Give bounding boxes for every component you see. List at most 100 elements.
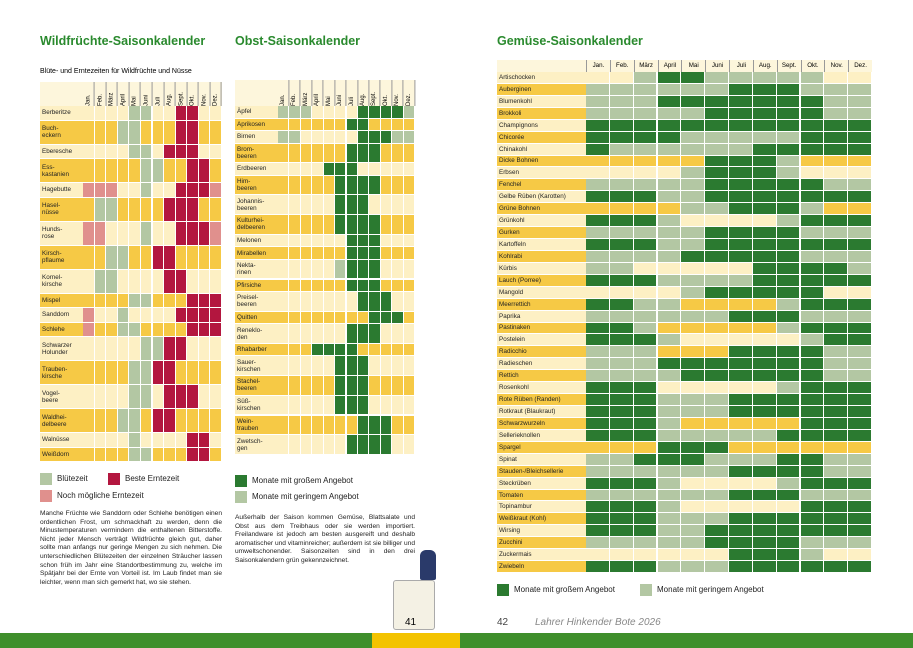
month-cell — [129, 385, 141, 409]
month-cell — [152, 269, 165, 294]
title: Wildfrüchte-Saisonkalender — [40, 34, 206, 48]
month-cell — [106, 159, 118, 183]
month-cell — [357, 343, 370, 357]
month-cell — [800, 131, 825, 144]
month-cell — [335, 247, 347, 260]
month-cell — [346, 143, 358, 164]
month-cell — [752, 406, 777, 418]
month-cell — [289, 343, 301, 357]
month-cell — [586, 95, 610, 108]
month-cell — [392, 143, 404, 164]
month-cell — [681, 131, 706, 144]
month-cell — [657, 382, 682, 395]
month-cell — [800, 179, 825, 192]
month-cell — [681, 358, 706, 371]
row-label: Süß- kirschen — [235, 395, 278, 416]
month-cell — [681, 501, 706, 514]
month-cell — [824, 72, 849, 84]
month-cell — [586, 227, 610, 239]
row-label: Him- beeren — [235, 175, 278, 196]
month-cell — [278, 175, 290, 196]
month-cell — [633, 465, 658, 478]
month-cell — [164, 245, 176, 270]
month-cell — [380, 395, 393, 416]
month-cell — [609, 322, 634, 335]
month-cell — [117, 269, 130, 294]
month-cell — [848, 322, 872, 335]
month-cell — [210, 361, 222, 385]
month-cell — [681, 370, 706, 383]
month-cell — [369, 395, 381, 416]
month-cell — [403, 175, 415, 196]
month-cell — [164, 433, 176, 448]
month-cell — [380, 356, 393, 377]
month-cell — [278, 356, 290, 377]
month-cell — [729, 322, 753, 335]
month-cell — [657, 203, 682, 216]
row-label: Auberginen — [497, 83, 586, 96]
month-cell — [586, 83, 610, 96]
month-cell — [633, 501, 658, 514]
month-cell — [94, 293, 107, 308]
month-cell — [300, 175, 313, 196]
month-cell — [824, 322, 849, 335]
month-cell — [403, 163, 415, 176]
month-cell — [175, 409, 188, 433]
month-cell — [346, 215, 358, 235]
month-cell — [824, 549, 849, 562]
month-cell — [392, 435, 404, 455]
month-cell — [681, 537, 706, 550]
month-cell — [800, 525, 825, 538]
month-cell — [681, 179, 706, 192]
month-cell — [729, 489, 753, 502]
footer-accent — [372, 633, 460, 648]
month-cell — [380, 215, 393, 235]
month-cell — [633, 453, 658, 466]
month-cell — [800, 417, 825, 430]
month-cell — [776, 203, 801, 216]
month-cell — [586, 215, 610, 228]
month-cell — [657, 501, 682, 514]
month-cell — [824, 310, 849, 323]
month-header: Sept. — [776, 60, 801, 72]
month-cell — [657, 537, 682, 550]
month-cell — [681, 83, 706, 96]
month-cell — [586, 72, 610, 84]
month-cell — [776, 537, 801, 550]
month-cell — [848, 262, 872, 275]
legend-label: Monate mit großem Angebot — [252, 476, 353, 485]
month-cell — [300, 279, 313, 292]
month-header: Okt. — [380, 80, 393, 106]
month-cell — [198, 447, 211, 462]
month-cell — [106, 322, 118, 337]
month-cell — [824, 143, 849, 156]
month-cell — [752, 286, 777, 299]
month-cell — [681, 227, 706, 239]
month-cell — [380, 343, 393, 357]
month-cell — [848, 250, 872, 263]
month-cell — [800, 310, 825, 323]
month-cell — [824, 453, 849, 466]
month-cell — [609, 394, 634, 407]
month-cell — [210, 106, 222, 121]
paragraph: Außerhalb der Saison kommen Gemüse, Blat… — [235, 514, 415, 564]
month-cell — [300, 195, 313, 216]
month-cell — [129, 322, 141, 337]
month-cell — [776, 394, 801, 407]
month-cell — [187, 433, 199, 448]
month-cell — [586, 131, 610, 144]
month-cell — [278, 195, 290, 216]
month-cell — [848, 525, 872, 538]
month-cell — [210, 409, 222, 433]
month-cell — [633, 382, 658, 395]
month-cell — [369, 118, 381, 131]
month-cell — [300, 376, 313, 396]
row-label: Kornel- kirsche — [40, 269, 83, 294]
month-cell — [800, 239, 825, 251]
month-cell — [210, 197, 222, 222]
month-cell — [198, 197, 211, 222]
month-cell — [300, 247, 313, 260]
month-cell — [800, 322, 825, 335]
month-cell — [289, 435, 301, 455]
month-cell — [657, 358, 682, 371]
